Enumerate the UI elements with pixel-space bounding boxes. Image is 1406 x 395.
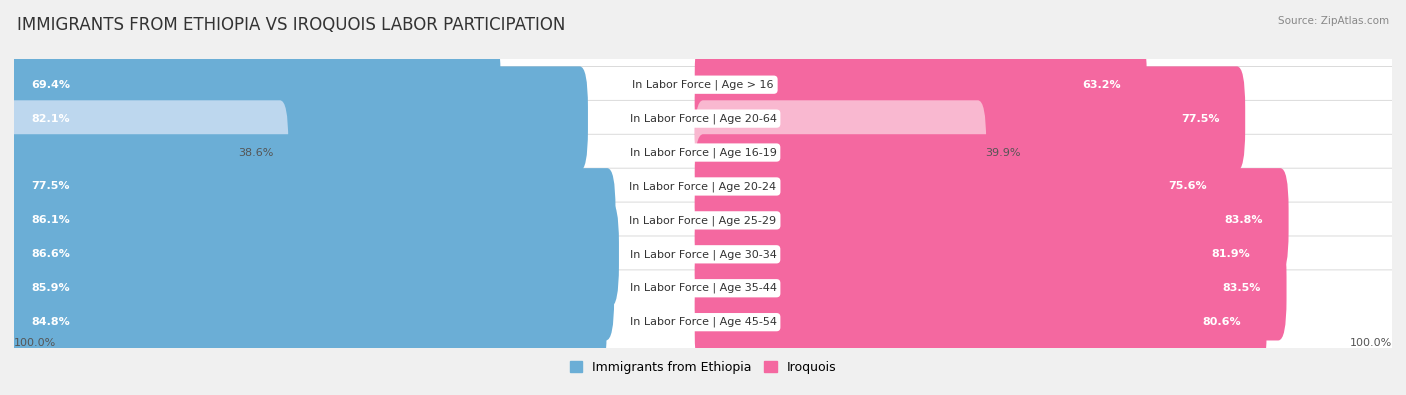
Text: 69.4%: 69.4% [31, 80, 70, 90]
FancyBboxPatch shape [695, 134, 1232, 239]
Text: 82.1%: 82.1% [31, 114, 70, 124]
Text: In Labor Force | Age 45-54: In Labor Force | Age 45-54 [630, 317, 776, 327]
FancyBboxPatch shape [695, 168, 1289, 273]
Text: 63.2%: 63.2% [1083, 80, 1121, 90]
FancyBboxPatch shape [6, 134, 557, 239]
FancyBboxPatch shape [695, 100, 986, 205]
Text: 84.8%: 84.8% [31, 317, 70, 327]
Legend: Immigrants from Ethiopia, Iroquois: Immigrants from Ethiopia, Iroquois [565, 356, 841, 379]
Text: 75.6%: 75.6% [1168, 181, 1206, 192]
Text: 38.6%: 38.6% [238, 148, 273, 158]
Text: In Labor Force | Age > 16: In Labor Force | Age > 16 [633, 79, 773, 90]
Text: Source: ZipAtlas.com: Source: ZipAtlas.com [1278, 16, 1389, 26]
FancyBboxPatch shape [695, 202, 1275, 307]
FancyBboxPatch shape [6, 236, 1400, 340]
FancyBboxPatch shape [6, 134, 1400, 239]
FancyBboxPatch shape [6, 168, 1400, 273]
FancyBboxPatch shape [6, 32, 1400, 137]
Text: In Labor Force | Age 35-44: In Labor Force | Age 35-44 [630, 283, 776, 293]
Text: 77.5%: 77.5% [1181, 114, 1219, 124]
FancyBboxPatch shape [6, 66, 1400, 171]
FancyBboxPatch shape [6, 202, 619, 307]
Text: 80.6%: 80.6% [1202, 317, 1241, 327]
FancyBboxPatch shape [6, 100, 1400, 205]
Text: In Labor Force | Age 16-19: In Labor Force | Age 16-19 [630, 147, 776, 158]
Text: 39.9%: 39.9% [984, 148, 1021, 158]
Text: In Labor Force | Age 20-64: In Labor Force | Age 20-64 [630, 113, 776, 124]
Text: 85.9%: 85.9% [31, 283, 70, 293]
Text: 86.1%: 86.1% [31, 215, 70, 226]
FancyBboxPatch shape [6, 32, 501, 137]
FancyBboxPatch shape [695, 32, 1147, 137]
FancyBboxPatch shape [695, 236, 1286, 340]
Text: IMMIGRANTS FROM ETHIOPIA VS IROQUOIS LABOR PARTICIPATION: IMMIGRANTS FROM ETHIOPIA VS IROQUOIS LAB… [17, 16, 565, 34]
Text: In Labor Force | Age 25-29: In Labor Force | Age 25-29 [630, 215, 776, 226]
FancyBboxPatch shape [695, 270, 1267, 374]
Text: 77.5%: 77.5% [31, 181, 70, 192]
FancyBboxPatch shape [6, 100, 288, 205]
FancyBboxPatch shape [6, 236, 614, 340]
FancyBboxPatch shape [695, 66, 1246, 171]
FancyBboxPatch shape [6, 168, 616, 273]
Text: 83.8%: 83.8% [1225, 215, 1263, 226]
FancyBboxPatch shape [6, 270, 1400, 374]
Text: 81.9%: 81.9% [1211, 249, 1250, 259]
Text: In Labor Force | Age 20-24: In Labor Force | Age 20-24 [630, 181, 776, 192]
FancyBboxPatch shape [6, 202, 1400, 307]
Text: 86.6%: 86.6% [31, 249, 70, 259]
Text: 100.0%: 100.0% [1350, 338, 1392, 348]
Text: 100.0%: 100.0% [14, 338, 56, 348]
FancyBboxPatch shape [6, 270, 606, 374]
FancyBboxPatch shape [6, 66, 588, 171]
Text: 83.5%: 83.5% [1223, 283, 1261, 293]
Text: In Labor Force | Age 30-34: In Labor Force | Age 30-34 [630, 249, 776, 260]
